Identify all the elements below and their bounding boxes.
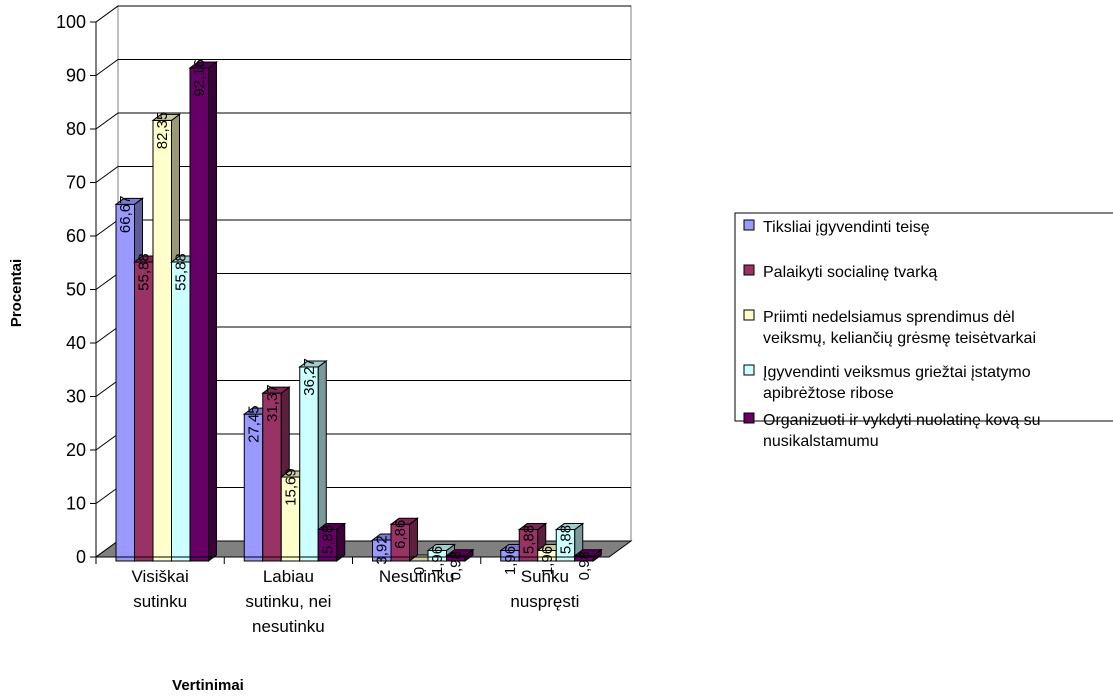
- data-label: 31,37: [264, 384, 281, 422]
- axes-group: 0 10 20 30 40 50 60 70 80 90 100 Visiškai sutinku Lab…: [56, 12, 609, 636]
- data-label: 6,86: [392, 520, 409, 549]
- x-tick-label: Labiau sutinku, nei nesutinku: [245, 567, 331, 636]
- y-tick-label: 10: [66, 494, 86, 514]
- data-label: 1,96: [502, 546, 519, 575]
- bar: [115, 203, 135, 562]
- bar-top: [573, 549, 603, 557]
- bar-top: [445, 549, 475, 557]
- data-label: 15,69: [283, 468, 300, 506]
- legend-label: Organizuoti ir vykdyti nuolatinę kovą su…: [763, 412, 1040, 450]
- y-tick-label: 40: [66, 333, 86, 353]
- bar-side: [208, 60, 217, 562]
- gridline: [95, 5, 631, 23]
- data-label: 1,96: [429, 546, 446, 575]
- data-label: 55,88: [173, 253, 190, 291]
- legend-swatch: [743, 412, 755, 424]
- bar-top: [554, 523, 585, 531]
- bar-top: [114, 197, 144, 205]
- legend-label: Priimti nedelsiamus sprendimus dėl veiksm…: [763, 309, 1036, 347]
- x-tick-label: Sunku nuspręsti: [510, 567, 579, 611]
- data-label: 82,35: [154, 112, 171, 150]
- y-tick-label: 50: [66, 280, 86, 300]
- legend-swatch: [743, 364, 755, 376]
- data-label: 55,88: [136, 253, 153, 291]
- legend: Tiksliai įgyvendinti teisę Palaikyti soci…: [734, 212, 1113, 450]
- data-label: 3,92: [374, 535, 391, 564]
- bar-top: [298, 360, 328, 368]
- legend-label: Įgyvendinti veiksmus griežtai įstatymo ap…: [763, 364, 1031, 402]
- legend-label: Tiksliai įgyvendinti teisę: [763, 219, 930, 236]
- legend-label: Palaikyti socialinę tvarką: [763, 264, 937, 281]
- data-label: 92,16: [191, 59, 208, 97]
- bar-top: [151, 113, 181, 121]
- bar-top: [389, 517, 419, 525]
- data-label: 5,88: [320, 525, 337, 554]
- bar-top: [517, 523, 548, 531]
- bar-top: [426, 544, 456, 552]
- bar-top: [261, 386, 291, 394]
- data-label: 0,98: [448, 551, 465, 580]
- data-label: 36,27: [301, 358, 318, 396]
- data-label: 5,88: [521, 525, 538, 554]
- data-label: 0: [411, 567, 428, 575]
- y-tick-label: 60: [66, 226, 86, 246]
- x-tick-label: Nesutinku: [379, 567, 455, 586]
- y-axis-title: Procentai: [8, 259, 25, 327]
- bar-top: [316, 523, 347, 531]
- legend-swatch: [743, 309, 755, 321]
- y-tick-label: 30: [66, 387, 86, 407]
- legend-box: [734, 212, 1113, 422]
- gridline: [95, 59, 631, 76]
- data-label: 27,45: [246, 405, 263, 443]
- gridline: [95, 166, 631, 183]
- y-tick-label: 100: [56, 12, 86, 32]
- x-axis-title: Vertinimai: [172, 677, 244, 694]
- x-tick-label: Visiškai sutinku: [131, 567, 188, 611]
- legend-swatch: [743, 219, 755, 231]
- gridline: [95, 112, 631, 130]
- y-tick-label: 80: [66, 119, 86, 139]
- y-tick-label: 70: [66, 173, 86, 193]
- bar-top: [188, 61, 218, 69]
- bar-side: [409, 517, 418, 562]
- bar: [171, 261, 191, 562]
- data-label: 66,67: [117, 196, 134, 234]
- data-label: 5,88: [558, 525, 575, 554]
- data-label: 0,98: [576, 551, 593, 580]
- bar: [134, 261, 154, 562]
- bar: [189, 67, 209, 562]
- y-tick-label: 20: [66, 440, 86, 460]
- y-tick-label: 90: [66, 66, 86, 86]
- data-label: 1,96: [539, 546, 556, 575]
- y-tick-label: 0: [76, 547, 86, 567]
- bar: [152, 119, 172, 562]
- legend-swatch: [743, 264, 755, 276]
